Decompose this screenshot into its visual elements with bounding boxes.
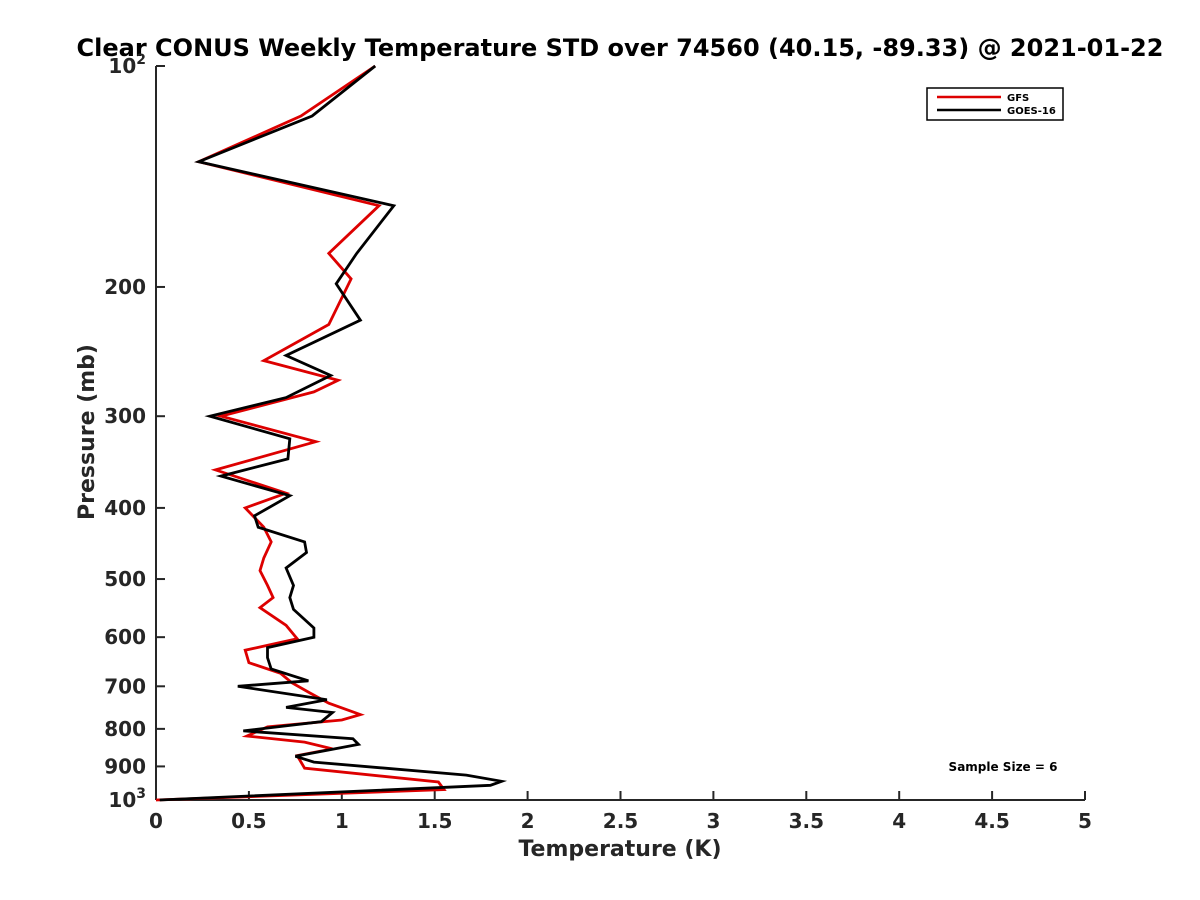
legend-box (926, 87, 1064, 121)
series-line-goes-16 (159, 64, 508, 802)
legend: GFS GOES-16 (926, 87, 1064, 121)
x-tick-label: 0.5 (231, 809, 266, 833)
x-tick-label: 4 (892, 809, 906, 833)
y-tick-label: 103 (108, 786, 146, 812)
x-axis-label: Temperature (K) (518, 837, 721, 862)
x-tick-label: 2 (521, 809, 535, 833)
x-tick-label: 5 (1078, 809, 1092, 833)
x-tick-label: 3.5 (789, 809, 824, 833)
x-axis: 0 0.5 1 1.5 2 2.5 3 3.5 4 4.5 5 (149, 791, 1092, 833)
y-tick-label: 700 (104, 674, 146, 698)
x-tick-label: 1.5 (417, 809, 452, 833)
y-tick-label: 600 (104, 625, 146, 649)
x-tick-label: 0 (149, 809, 163, 833)
y-axis: 102 200 300 400 500 600 700 800 900 103 (104, 52, 165, 812)
legend-label-gfs: GFS (1007, 93, 1029, 104)
sample-size-annotation: Sample Size = 6 (949, 760, 1058, 774)
series-layer (155, 64, 508, 802)
y-tick-label: 400 (104, 496, 146, 520)
legend-label-goes-16: GOES-16 (1007, 106, 1056, 117)
x-tick-label: 4.5 (974, 809, 1009, 833)
x-tick-label: 1 (335, 809, 349, 833)
y-tick-label: 300 (104, 404, 146, 428)
y-tick-label: 800 (104, 717, 146, 741)
y-tick-label: 900 (104, 754, 146, 778)
x-tick-label: 3 (706, 809, 720, 833)
y-axis-label: Pressure (mb) (75, 344, 100, 520)
x-tick-label: 2.5 (603, 809, 638, 833)
chart-title: Clear CONUS Weekly Temperature STD over … (77, 34, 1164, 62)
y-tick-label: 200 (104, 275, 146, 299)
y-tick-label: 500 (104, 567, 146, 591)
series-line-gfs (155, 64, 447, 802)
y-tick-label: 102 (108, 52, 146, 78)
